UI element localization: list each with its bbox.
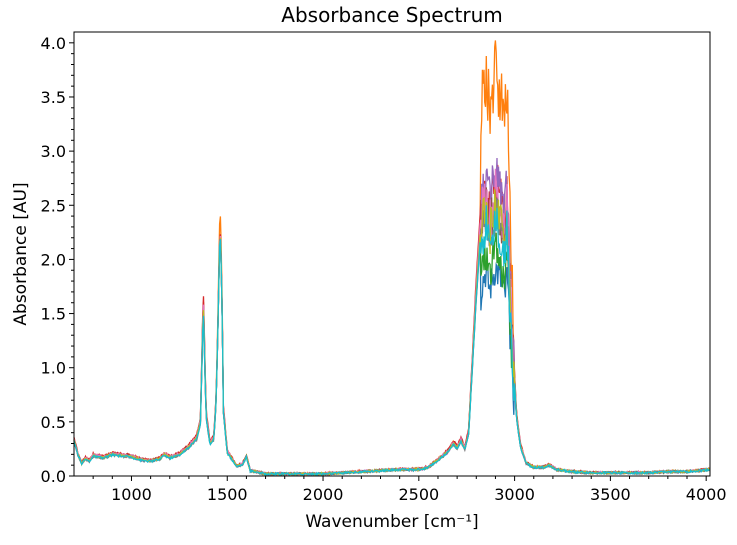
spectrum-line-3 xyxy=(73,232,711,477)
x-tick-label: 2500 xyxy=(398,485,439,504)
y-tick-label: 3.0 xyxy=(41,142,66,161)
x-tick-label: 2000 xyxy=(303,485,344,504)
x-axis-ticks: 1000 1500 2000 2500 3000 3500 4000 xyxy=(92,476,727,504)
plot-frame xyxy=(73,31,711,477)
spectrum-line-4 xyxy=(73,164,711,476)
spectrum-line-8 xyxy=(73,198,711,477)
x-tick-label: 1000 xyxy=(111,485,152,504)
y-tick-label: 3.5 xyxy=(41,88,66,107)
y-tick-label: 2.5 xyxy=(41,196,66,215)
y-tick-label: 1.0 xyxy=(41,359,66,378)
spectrum-line-1 xyxy=(73,234,711,477)
y-tick-label: 4.0 xyxy=(41,34,66,53)
y-tick-label: 0.0 xyxy=(41,467,66,486)
y-tick-label: 2.0 xyxy=(41,250,66,269)
x-tick-label: 4000 xyxy=(686,485,727,504)
spectrum-line-6 xyxy=(73,187,711,477)
spectrum-line-5 xyxy=(73,157,711,477)
y-axis-label: Absorbance [AU] xyxy=(11,182,31,325)
x-tick-label: 3000 xyxy=(494,485,535,504)
y-axis-ticks: 0.0 0.5 1.0 1.5 2.0 2.5 3.0 3.5 4.0 xyxy=(41,34,74,486)
x-tick-label: 3500 xyxy=(590,485,631,504)
plot-lines xyxy=(73,40,711,477)
spectrum-line-9 xyxy=(73,189,711,477)
spectrum-line-10 xyxy=(73,205,710,477)
chart-title: Absorbance Spectrum xyxy=(281,3,502,27)
spectrum-line-7 xyxy=(73,168,711,477)
y-tick-label: 1.5 xyxy=(41,305,66,324)
y-tick-label: 0.5 xyxy=(41,413,66,432)
spectrum-line-2 xyxy=(73,40,711,476)
x-tick-label: 1500 xyxy=(207,485,248,504)
x-axis-label: Wavenumber [cm⁻¹] xyxy=(305,512,478,532)
